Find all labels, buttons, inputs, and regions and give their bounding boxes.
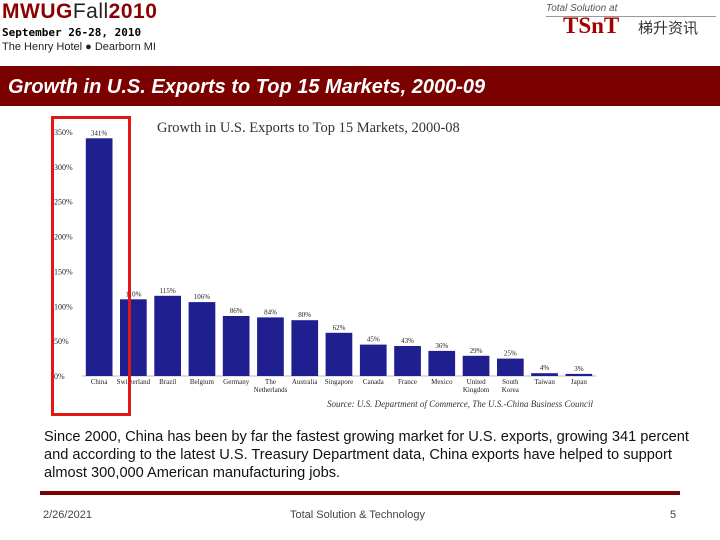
data-label: 25% [504, 350, 517, 358]
y-tick-label: 250% [54, 198, 73, 207]
logo-fall: Fall [72, 0, 109, 23]
bar-belgium [188, 302, 216, 376]
bar-brazil [154, 295, 181, 376]
data-label: 115% [160, 287, 176, 295]
chart-source: Source: U.S. Department of Commerce, The… [327, 399, 594, 409]
bar-united-kingdom [462, 355, 490, 376]
bar-japan [565, 373, 593, 376]
event-dates: September 26-28, 2010 [2, 26, 142, 39]
category-label: Japan [571, 378, 587, 386]
data-label: 43% [401, 337, 414, 345]
data-label: 86% [230, 307, 243, 315]
bar-series: 341% China 110% Switzerland 115% Brazil 106% Be… [85, 129, 593, 394]
y-tick-label: 100% [54, 302, 73, 311]
category-label: The Netherlands [254, 378, 288, 394]
page-number: 5 [670, 509, 677, 521]
caption-text: Since 2000, China has been by far the fa… [44, 429, 689, 481]
footer-organization: Total Solution & Technology [290, 509, 425, 521]
bar-south-korea [497, 358, 524, 376]
bar-switzerland [120, 299, 147, 376]
data-label: 80% [298, 311, 311, 319]
title-band: Growth in U.S. Exports to Top 15 Markets… [0, 66, 720, 106]
category-label: China [91, 378, 109, 386]
data-label: 84% [264, 308, 277, 316]
data-label: 29% [470, 347, 483, 355]
bar-australia [291, 320, 319, 376]
bar-the-netherlands [257, 317, 284, 376]
y-tick-label: 300% [54, 163, 73, 172]
y-tick-label: 150% [54, 267, 73, 276]
data-label: 36% [435, 342, 448, 350]
data-label: 341% [91, 129, 108, 137]
caption-rule [40, 491, 680, 495]
chart-title: Growth in U.S. Exports to Top 15 Markets… [157, 120, 460, 136]
y-tick-label: 50% [54, 337, 69, 346]
category-label: Belgium [190, 378, 215, 386]
category-label: United Kingdom [463, 378, 490, 394]
bar-mexico [428, 350, 456, 376]
category-label: France [398, 378, 417, 386]
data-label: 62% [333, 324, 346, 332]
y-tick-label: 0% [54, 372, 65, 381]
y-tick-label: 200% [54, 233, 73, 242]
sponsor-tagline: Total Solution at [546, 3, 618, 14]
event-logo: MWUGFall2010 [2, 0, 157, 24]
category-label: Canada [363, 378, 385, 386]
bar-france [394, 346, 421, 376]
category-label: Switzerland [117, 378, 151, 386]
category-label: South Korea [502, 378, 520, 394]
bar-germany [222, 316, 250, 376]
category-label: Brazil [159, 378, 176, 386]
slide-title: Growth in U.S. Exports to Top 15 Markets… [8, 76, 486, 98]
data-label: 110% [125, 290, 141, 298]
category-label: Taiwan [534, 378, 555, 386]
bar-taiwan [531, 373, 558, 376]
category-label: Australia [292, 378, 319, 386]
bar-chart: Growth in U.S. Exports to Top 15 Markets… [54, 120, 596, 409]
logo-mwug: MWUG [2, 0, 73, 23]
chart-container: Growth in U.S. Exports to Top 15 Markets… [44, 118, 600, 414]
data-label: 106% [194, 293, 211, 301]
category-label: Mexico [431, 378, 453, 386]
bar-canada [359, 344, 387, 376]
footer-date: 2/26/2021 [43, 509, 92, 521]
data-label: 3% [574, 365, 584, 373]
bar-singapore [325, 332, 353, 376]
category-label: Singapore [325, 378, 353, 386]
sponsor-divider [546, 16, 716, 17]
logo-year: 2010 [108, 0, 158, 23]
sponsor-chinese-name: 梯升资讯 [638, 19, 699, 37]
event-venue: The Henry Hotel ● Dearborn MI [2, 41, 156, 53]
y-tick-label: 350% [54, 128, 73, 137]
data-label: 4% [540, 364, 550, 372]
china-highlight-box [51, 116, 131, 416]
sponsor-logo: TSnT [563, 13, 620, 38]
category-label: Germany [223, 378, 250, 386]
data-label: 45% [367, 336, 380, 344]
bar-china [85, 138, 113, 376]
